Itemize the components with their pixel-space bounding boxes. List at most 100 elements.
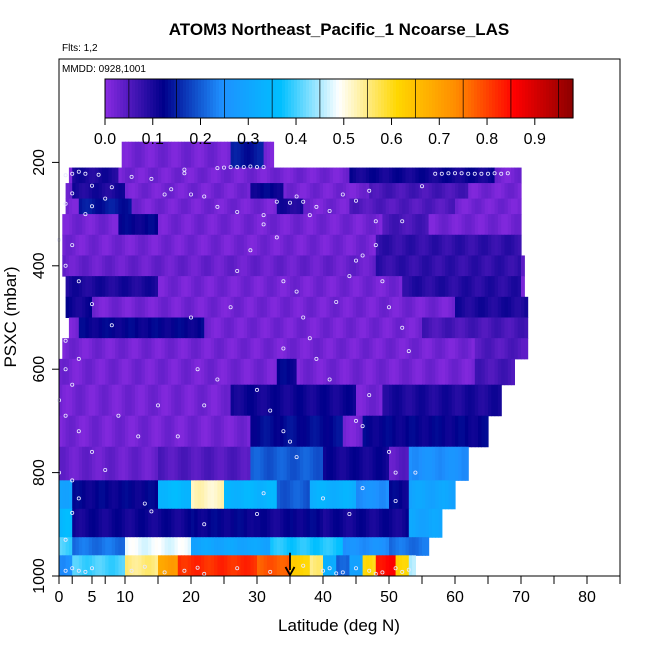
heatmap-cell xyxy=(497,338,502,360)
heatmap-cell xyxy=(105,537,110,556)
heatmap-cell xyxy=(72,446,77,481)
heatmap-cell xyxy=(362,415,367,448)
heatmap-cell xyxy=(491,317,496,339)
heatmap-cell xyxy=(200,555,205,577)
heatmap-cell xyxy=(98,446,103,481)
heatmap-cell xyxy=(375,415,380,448)
heatmap-cell xyxy=(250,214,255,236)
heatmap-cell xyxy=(220,276,225,298)
heatmap-cell xyxy=(385,480,390,510)
heatmap-cell xyxy=(316,255,321,277)
heatmap-cell xyxy=(237,338,242,360)
heatmap-cell xyxy=(507,214,512,236)
heatmap-cell xyxy=(148,255,152,277)
colorbar-segment xyxy=(279,79,283,118)
heatmap-cell xyxy=(283,234,288,256)
heatmap-cell xyxy=(191,415,195,448)
heatmap-cell xyxy=(65,384,70,417)
heatmap-cell xyxy=(458,255,463,277)
heatmap-cell xyxy=(382,358,387,386)
observation-point xyxy=(202,522,207,527)
heatmap-cell xyxy=(359,338,364,360)
heatmap-cell xyxy=(187,446,192,481)
heatmap-cell xyxy=(306,537,311,556)
heatmap-cell xyxy=(323,508,327,538)
y-tick-label: 600 xyxy=(31,356,48,383)
heatmap-cell xyxy=(257,446,261,481)
heatmap-cell xyxy=(82,198,86,215)
observation-point xyxy=(155,403,160,408)
observation-point xyxy=(301,199,306,204)
heatmap-cell xyxy=(243,415,248,448)
heatmap-cell xyxy=(504,214,509,236)
observation-point xyxy=(195,565,200,570)
heatmap-cell xyxy=(501,214,506,236)
observation-point xyxy=(261,213,266,218)
heatmap-cell xyxy=(369,508,374,538)
heatmap-cell xyxy=(455,183,459,200)
heatmap-cell xyxy=(161,446,166,481)
heatmap-cell xyxy=(382,555,387,577)
heatmap-cell xyxy=(395,555,400,577)
heatmap-cell xyxy=(511,276,515,298)
heatmap-cell xyxy=(398,480,403,510)
heatmap-cell xyxy=(329,214,334,236)
heatmap-cell xyxy=(395,358,400,386)
heatmap-cell xyxy=(514,255,519,277)
heatmap-cell xyxy=(247,480,251,510)
heatmap-cell xyxy=(458,338,463,360)
heatmap-cell xyxy=(131,480,136,510)
heatmap-cell xyxy=(108,537,113,556)
heatmap-cell xyxy=(131,296,136,318)
heatmap-cell xyxy=(342,276,347,298)
heatmap-cell xyxy=(224,446,228,481)
heatmap-cell xyxy=(395,214,400,236)
observation-point xyxy=(446,171,451,176)
observation-point xyxy=(149,509,154,514)
heatmap-cell xyxy=(154,508,159,538)
heatmap-cell xyxy=(441,167,446,184)
heatmap-cell xyxy=(144,296,149,318)
heatmap-cell xyxy=(521,276,525,298)
marker-head xyxy=(284,566,296,577)
heatmap-cell xyxy=(471,415,476,448)
heatmap-cell xyxy=(266,255,271,277)
heatmap-cell xyxy=(408,183,413,200)
heatmap-cell xyxy=(257,255,261,277)
heatmap-cell xyxy=(138,537,143,556)
heatmap-cell xyxy=(164,384,169,417)
heatmap-cell xyxy=(257,234,261,256)
heatmap-cell xyxy=(118,537,123,556)
heatmap-cell xyxy=(402,415,407,448)
heatmap-cell xyxy=(227,317,232,339)
heatmap-cell xyxy=(154,276,159,298)
heatmap-cell xyxy=(352,338,357,360)
heatmap-cell xyxy=(484,255,489,277)
colorbar-segment xyxy=(321,79,325,118)
heatmap-cell xyxy=(210,358,215,386)
heatmap-cell xyxy=(197,415,202,448)
heatmap-cell xyxy=(266,338,271,360)
heatmap-cell xyxy=(309,167,314,184)
heatmap-cell xyxy=(471,317,476,339)
heatmap-cell xyxy=(158,234,162,256)
heatmap-cell xyxy=(171,234,176,256)
heatmap-cell xyxy=(507,276,512,298)
heatmap-cell xyxy=(319,198,324,215)
heatmap-cell xyxy=(161,198,166,215)
heatmap-cell xyxy=(184,537,189,556)
heatmap-cell xyxy=(187,338,192,360)
heatmap-cell xyxy=(448,338,453,360)
heatmap-cell xyxy=(141,183,146,200)
heatmap-cell xyxy=(375,480,380,510)
heatmap-cell xyxy=(286,276,291,298)
heatmap-cell xyxy=(144,141,149,169)
heatmap-cell xyxy=(65,276,70,298)
heatmap-cell xyxy=(296,167,301,184)
heatmap-cell xyxy=(379,415,383,448)
heatmap-cell xyxy=(121,234,126,256)
heatmap-cell xyxy=(78,296,83,318)
heatmap-cell xyxy=(118,167,123,184)
observation-point xyxy=(439,171,444,176)
heatmap-cell xyxy=(369,537,374,556)
